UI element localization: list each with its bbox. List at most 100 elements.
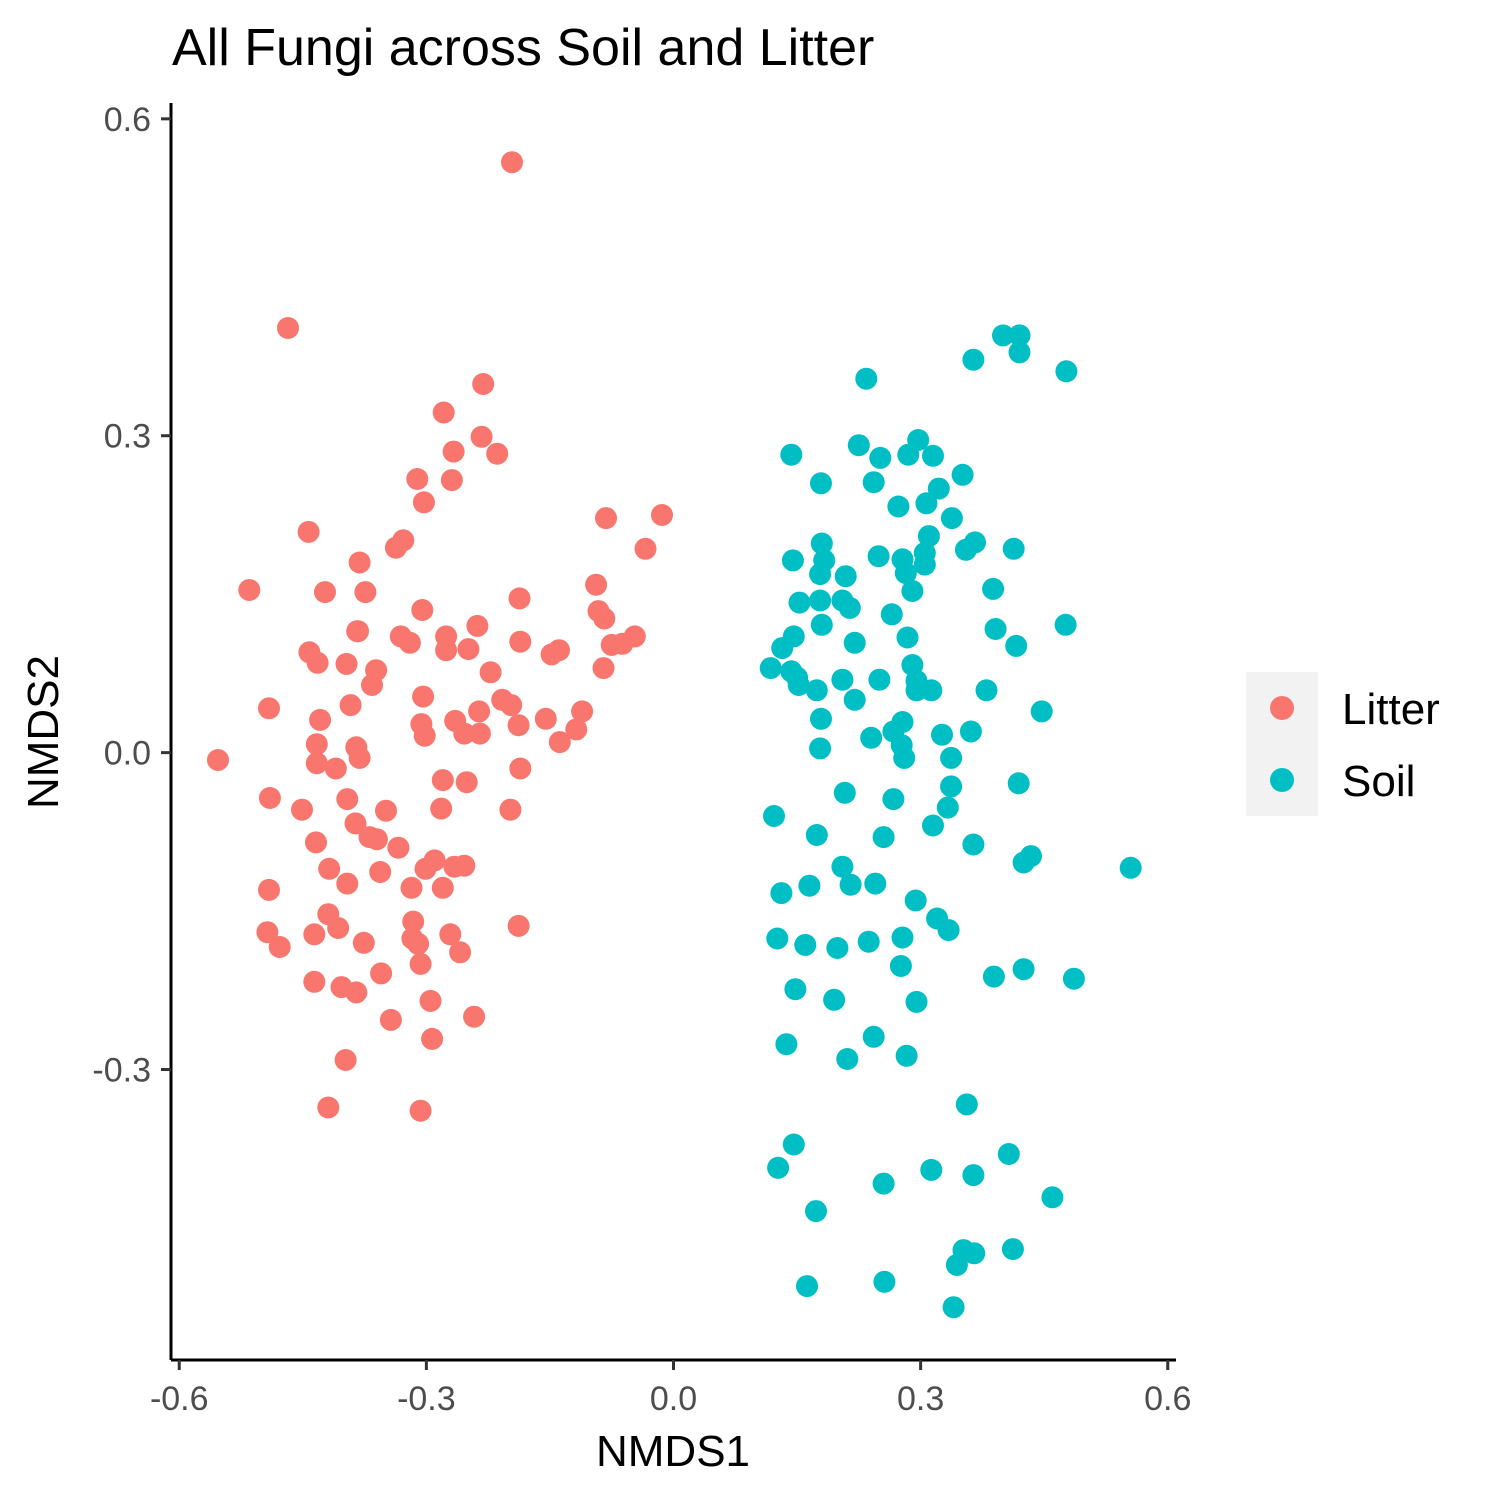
- litter-point: [421, 1027, 444, 1050]
- litter-point: [398, 631, 421, 654]
- litter-point: [419, 989, 442, 1012]
- soil-point: [810, 613, 833, 636]
- soil-point: [860, 726, 883, 749]
- soil-point: [1012, 958, 1035, 981]
- soil-point: [781, 549, 804, 572]
- soil-point: [775, 1033, 798, 1056]
- soil-point: [873, 1270, 896, 1293]
- litter-point: [507, 714, 530, 737]
- litter-point: [411, 599, 434, 621]
- soil-point: [810, 707, 832, 730]
- litter-point: [486, 442, 509, 465]
- soil-point: [1012, 851, 1035, 874]
- litter-point: [430, 797, 453, 820]
- soil-point: [794, 933, 817, 956]
- soil-point: [917, 525, 940, 548]
- soil-point: [920, 1158, 943, 1181]
- litter-point: [354, 581, 377, 604]
- soil-point: [895, 1044, 918, 1067]
- litter-point: [507, 914, 530, 937]
- soil-point: [962, 1164, 985, 1187]
- soil-point: [843, 688, 866, 711]
- soil-point: [922, 444, 944, 467]
- litter-point: [335, 652, 358, 675]
- soil-point: [809, 563, 832, 586]
- soil-point: [843, 631, 866, 654]
- litter-point: [268, 936, 291, 958]
- litter-point: [409, 952, 432, 975]
- soil-point: [805, 679, 828, 702]
- litter-point: [534, 707, 557, 730]
- litter-point: [344, 812, 367, 835]
- soil-point: [770, 882, 793, 905]
- soil-point: [940, 775, 963, 798]
- soil-point: [810, 472, 832, 495]
- y-tick-label: 0.0: [104, 735, 151, 773]
- soil-point: [798, 874, 821, 897]
- litter-point: [651, 504, 673, 526]
- litter-point: [345, 981, 368, 1004]
- litter-point: [327, 917, 350, 939]
- litter-point: [468, 700, 491, 723]
- y-tick-label: -0.3: [92, 1052, 151, 1090]
- litter-point: [457, 638, 480, 661]
- soil-point: [872, 1172, 895, 1195]
- soil-point: [839, 873, 862, 896]
- soil-point: [887, 495, 910, 518]
- litter-point: [472, 373, 495, 395]
- soil-point: [982, 577, 1005, 600]
- litter-point: [277, 317, 299, 339]
- litter-point: [348, 551, 371, 574]
- soil-point: [872, 826, 895, 849]
- soil-point: [942, 1296, 965, 1319]
- soil-point: [997, 1143, 1020, 1165]
- soil-point: [897, 443, 920, 466]
- litter-point: [238, 579, 261, 601]
- litter-point: [463, 1005, 486, 1028]
- soil-point: [931, 723, 953, 746]
- litter-point: [409, 1099, 432, 1122]
- litter-point: [291, 798, 313, 821]
- soil-point: [864, 872, 887, 895]
- chart-title: All Fungi across Soil and Litter: [172, 19, 874, 77]
- litter-point: [387, 836, 410, 859]
- litter-point: [402, 910, 425, 933]
- soil-point: [880, 603, 903, 626]
- soil-point: [831, 668, 854, 691]
- soil-point: [1055, 360, 1078, 383]
- soil-point: [1119, 856, 1142, 879]
- soil-point: [826, 937, 849, 959]
- litter-point: [571, 700, 594, 723]
- soil-point: [847, 434, 870, 457]
- soil-point: [945, 1253, 968, 1276]
- litter-point: [365, 828, 388, 851]
- soil-point: [1008, 324, 1031, 347]
- litter-point: [256, 921, 279, 944]
- plot-area: [207, 151, 1142, 1319]
- soil-point: [896, 626, 919, 649]
- soil-point: [831, 855, 854, 878]
- y-tick-label: 0.6: [104, 101, 151, 139]
- soil-point: [962, 348, 985, 371]
- litter-point: [509, 757, 532, 780]
- soil-point: [767, 1156, 790, 1179]
- litter-point: [449, 941, 472, 964]
- litter-point: [509, 630, 532, 653]
- x-tick-label: 0.0: [650, 1380, 697, 1418]
- legend-key-background: [1246, 672, 1318, 816]
- litter-point: [592, 657, 615, 680]
- soil-point: [838, 596, 861, 619]
- litter-point: [453, 854, 476, 877]
- litter-point: [207, 749, 229, 771]
- litter-point: [634, 537, 657, 560]
- soil-point: [766, 927, 789, 950]
- litter-point: [305, 831, 327, 854]
- y-axis-ticks: -0.3 0.0 0.3 0.6: [92, 101, 171, 1090]
- y-axis-title: NMDS2: [19, 655, 68, 809]
- litter-point: [369, 861, 392, 883]
- litter-point: [548, 731, 571, 754]
- litter-point: [318, 857, 341, 880]
- litter-point: [258, 878, 280, 901]
- litter-point: [346, 620, 369, 643]
- soil-point: [759, 657, 782, 680]
